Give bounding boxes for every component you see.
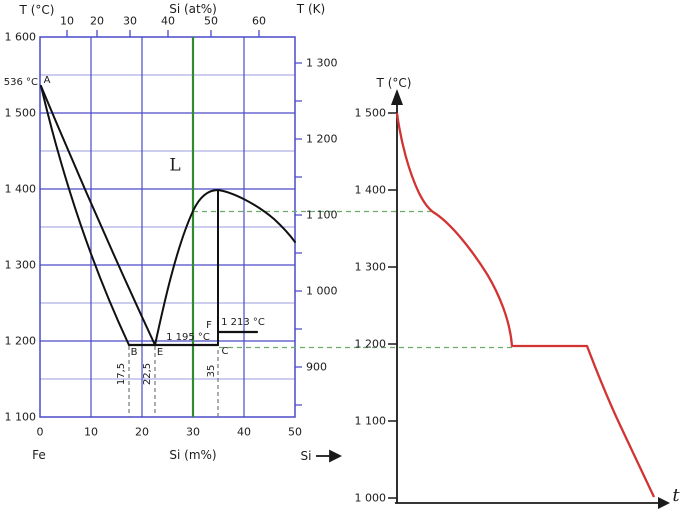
liquidus-left-curve (40, 85, 156, 346)
grid-minor-lines (40, 74, 295, 380)
composition-17-5-label: 17,5 (116, 362, 127, 386)
kelvin-tick-1300: 1 300 (306, 56, 338, 70)
point-e-label: E (156, 347, 164, 358)
point-b-label: B (130, 347, 138, 358)
celsius-tick-1500: 1 500 (4, 106, 37, 120)
t-axis-up-arrowhead (391, 89, 403, 105)
eutectic-temp-annotation: 1 195 °C (166, 332, 210, 343)
atpct-tick-50: 50 (204, 14, 218, 28)
atpct-tick-60: 60 (252, 14, 266, 28)
mpct-tick-40: 40 (237, 425, 251, 439)
point-f-label: F (206, 320, 212, 331)
mpct-tick-30: 30 (186, 425, 200, 439)
celsius-tick-1200: 1 200 (4, 334, 37, 348)
celsius-tick-1400: 1 400 (4, 182, 37, 196)
temp-1213-annotation: 1 213 °C (221, 317, 265, 328)
celsius-tick-1100: 1 100 (4, 410, 37, 424)
time-axis-label: t (672, 485, 680, 506)
cooling-tick-1400: 1 400 (354, 183, 387, 197)
mpct-tick-0: 0 (36, 425, 44, 439)
celsius-tick-1300: 1 300 (4, 258, 37, 272)
x-axis-si-label: Si (300, 449, 312, 463)
kelvin-tick-900: 900 (306, 360, 327, 374)
composition-35-label: 35 (206, 364, 217, 378)
liquidus-rise-curve (154, 189, 219, 346)
left-axis-title: T (°C) (19, 3, 55, 17)
cooling-curve (395, 112, 656, 498)
atpct-tick-10: 10 (60, 14, 74, 28)
x-axis-label: Si (m%) (169, 448, 217, 462)
cooling-tick-1100: 1 100 (354, 414, 387, 428)
top-axis-title: Si (at%) (169, 2, 217, 16)
liquid-region-label: L (169, 155, 181, 176)
time-axis-arrowhead (658, 497, 670, 509)
cooling-tick-1300: 1 300 (354, 260, 387, 274)
cooling-axes (388, 96, 659, 504)
mpct-tick-50: 50 (288, 425, 302, 439)
si-arrow-icon (316, 449, 343, 463)
cooling-tick-1000: 1 000 (354, 491, 387, 505)
solidus-curve (40, 85, 130, 346)
atpct-tick-20: 20 (90, 14, 104, 28)
kelvin-tick-1000: 1 000 (306, 284, 338, 298)
kelvin-tick-1200: 1 200 (306, 132, 338, 146)
atpct-tick-40: 40 (161, 14, 175, 28)
cooling-axis-title: T (°C) (376, 76, 412, 90)
liquidus-fall-curve (217, 189, 296, 243)
composition-22-5-label: 22,5 (142, 362, 153, 386)
cooling-tick-1500: 1 500 (354, 106, 387, 120)
top-atpct-ticks (66, 30, 260, 37)
phase-boundaries (40, 85, 296, 347)
x-axis-fe-label: Fe (32, 448, 46, 462)
atpct-tick-30: 30 (123, 14, 137, 28)
melt-temp-fe-annotation: 1 536 °C (0, 77, 38, 88)
right-axis-title: T (K) (296, 2, 326, 16)
celsius-tick-1600: 1 600 (4, 30, 37, 44)
mpct-tick-20: 20 (135, 425, 149, 439)
tie-lines-dashed (193, 210, 512, 349)
mpct-tick-10: 10 (84, 425, 98, 439)
composition-guides-dashed (128, 346, 219, 417)
point-c-label: C (221, 346, 229, 357)
kelvin-tick-1100: 1 100 (306, 208, 338, 222)
cooling-tick-1200: 1 200 (354, 337, 387, 351)
right-kelvin-ticks (295, 62, 302, 406)
point-a-label: A (43, 75, 51, 86)
